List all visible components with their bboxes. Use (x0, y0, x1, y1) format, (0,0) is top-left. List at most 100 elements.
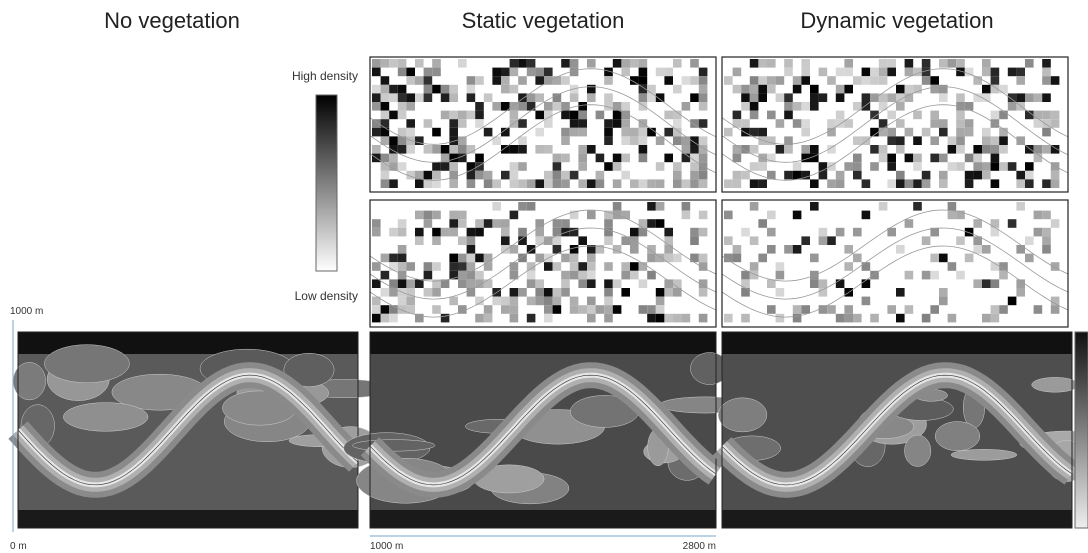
cell (690, 59, 699, 68)
cell (862, 262, 871, 271)
cell (844, 59, 853, 68)
cell (553, 288, 562, 297)
cell (458, 279, 467, 288)
cell (973, 171, 982, 180)
cell (518, 288, 527, 297)
cell (467, 245, 476, 254)
cell (1042, 211, 1051, 220)
cell (398, 102, 407, 111)
cell (647, 254, 656, 263)
cell (1042, 76, 1051, 85)
cell (793, 211, 802, 220)
cell (758, 93, 767, 102)
cell (973, 162, 982, 171)
cell (415, 76, 424, 85)
cell (982, 128, 991, 137)
cell (1025, 59, 1034, 68)
cell (449, 297, 458, 306)
cell (578, 236, 587, 245)
cell (372, 93, 381, 102)
cell (381, 128, 390, 137)
cell (406, 128, 415, 137)
cell (724, 236, 733, 245)
cell (432, 162, 441, 171)
cell (879, 145, 888, 154)
cell (484, 279, 493, 288)
cell (398, 68, 407, 77)
cell (372, 68, 381, 77)
cell (1025, 236, 1034, 245)
cell (844, 305, 853, 314)
cell (939, 128, 948, 137)
cell (449, 219, 458, 228)
cell (913, 136, 922, 145)
cell (381, 119, 390, 128)
cell (613, 111, 622, 120)
cell (604, 314, 613, 323)
cell (836, 68, 845, 77)
cell (604, 236, 613, 245)
cell (587, 262, 596, 271)
cell (948, 136, 957, 145)
cell (913, 85, 922, 94)
cell (965, 254, 974, 263)
cell (432, 262, 441, 271)
cell (535, 219, 544, 228)
cell (389, 59, 398, 68)
cell (930, 111, 939, 120)
cell (819, 93, 828, 102)
cell (827, 76, 836, 85)
cell (432, 59, 441, 68)
cell (887, 68, 896, 77)
cell (518, 76, 527, 85)
cell (1016, 245, 1025, 254)
cell (724, 128, 733, 137)
cell (587, 145, 596, 154)
cell (1016, 76, 1025, 85)
cell (999, 145, 1008, 154)
cell (827, 236, 836, 245)
cell (467, 228, 476, 237)
cell (656, 314, 665, 323)
cell (639, 219, 648, 228)
cell (750, 111, 759, 120)
cell (973, 154, 982, 163)
cell (449, 145, 458, 154)
cell (535, 128, 544, 137)
cell (1025, 254, 1034, 263)
panel-title: Static vegetation (462, 8, 625, 33)
cell (604, 119, 613, 128)
cell (647, 271, 656, 280)
cell (844, 162, 853, 171)
cell (570, 305, 579, 314)
cell (1016, 68, 1025, 77)
cell (389, 262, 398, 271)
cell (862, 297, 871, 306)
cell (750, 202, 759, 211)
cell (939, 297, 948, 306)
cell (682, 76, 691, 85)
cell (553, 236, 562, 245)
cell (887, 128, 896, 137)
cell (527, 102, 536, 111)
cell (630, 136, 639, 145)
cell (475, 228, 484, 237)
cell (758, 219, 767, 228)
cell (406, 68, 415, 77)
cell (458, 211, 467, 220)
panel-title: No vegetation (104, 8, 240, 33)
cell (475, 219, 484, 228)
cell (484, 254, 493, 263)
cell (424, 262, 433, 271)
cell (492, 68, 501, 77)
contour-blob (904, 435, 930, 466)
cell (535, 236, 544, 245)
cell (922, 76, 931, 85)
cell (699, 136, 708, 145)
cell (750, 128, 759, 137)
cell (432, 228, 441, 237)
cell (991, 179, 1000, 188)
cell (682, 211, 691, 220)
cell (922, 314, 931, 323)
cell (639, 76, 648, 85)
